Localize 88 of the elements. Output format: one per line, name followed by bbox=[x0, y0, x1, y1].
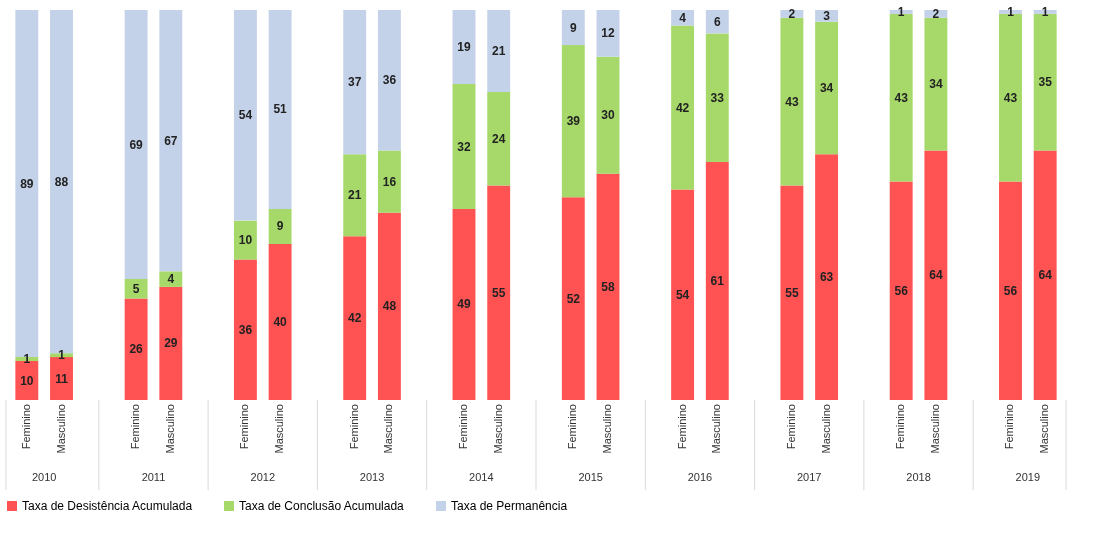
data-label: 42 bbox=[675, 100, 690, 115]
x-tick-label: Masculino bbox=[819, 404, 832, 454]
x-tick-label: Feminino bbox=[457, 404, 469, 450]
data-label: 61 bbox=[710, 274, 725, 289]
data-label: 4 bbox=[679, 10, 687, 25]
x-tick-label: Feminino bbox=[566, 404, 579, 450]
x-tick-label: Masculino bbox=[710, 404, 723, 454]
x-tick-label: Masculino bbox=[601, 404, 613, 454]
x-tick-label: Feminino bbox=[347, 404, 360, 450]
data-label: 89 bbox=[20, 176, 34, 191]
data-label: 9 bbox=[276, 219, 284, 234]
text: 2015 bbox=[578, 471, 603, 483]
x-tick-label: Masculino bbox=[163, 404, 176, 454]
text: 2010 bbox=[31, 471, 57, 483]
data-label: 58 bbox=[601, 279, 615, 294]
x-tick-label: Masculino bbox=[382, 404, 395, 454]
x-tick-label: Feminino bbox=[129, 404, 142, 450]
data-label: 21 bbox=[492, 43, 506, 58]
data-label: 33 bbox=[710, 90, 725, 105]
x-tick-label: Feminino bbox=[238, 404, 251, 450]
text: 2019 bbox=[1015, 471, 1041, 483]
data-label: 35 bbox=[1038, 75, 1053, 90]
data-label: 26 bbox=[129, 342, 144, 357]
data-label: 37 bbox=[348, 75, 362, 90]
data-label: 51 bbox=[273, 102, 288, 117]
text: 2016 bbox=[687, 471, 713, 483]
text: 2014 bbox=[469, 471, 494, 483]
data-label: 55 bbox=[785, 285, 799, 300]
data-label: 10 bbox=[238, 233, 253, 248]
data-label: 36 bbox=[382, 73, 397, 88]
data-label: 43 bbox=[785, 94, 799, 109]
data-label: 32 bbox=[457, 139, 471, 154]
text: 2012 bbox=[250, 471, 275, 483]
data-label: 9 bbox=[569, 20, 577, 35]
x-tick-label: Masculino bbox=[1038, 404, 1051, 454]
data-label: 34 bbox=[929, 77, 943, 92]
text: 2013 bbox=[359, 471, 385, 483]
text: 2018 bbox=[906, 471, 931, 483]
x-tick-label: Masculino bbox=[491, 404, 504, 454]
data-label: 48 bbox=[382, 299, 397, 314]
data-label: 30 bbox=[601, 108, 615, 123]
data-label: 34 bbox=[819, 81, 834, 95]
data-label: 10 bbox=[20, 373, 34, 388]
data-label: 67 bbox=[164, 133, 178, 148]
data-label: 2 bbox=[932, 6, 940, 21]
x-tick-label: Feminino bbox=[894, 404, 907, 450]
data-label: 63 bbox=[819, 270, 834, 285]
data-label: 43 bbox=[894, 90, 909, 105]
data-label: 36 bbox=[238, 322, 253, 337]
data-label: 4 bbox=[167, 272, 175, 287]
x-tick-label: Masculino bbox=[273, 404, 286, 454]
data-label: 42 bbox=[348, 311, 362, 326]
data-label: 24 bbox=[492, 131, 506, 146]
data-label: 54 bbox=[675, 287, 690, 302]
x-tick-label: Feminino bbox=[1003, 404, 1016, 450]
data-label: 39 bbox=[566, 114, 581, 129]
x-tick-label: Feminino bbox=[784, 404, 797, 450]
x-tick-label: Feminino bbox=[19, 404, 32, 450]
data-label: 40 bbox=[273, 315, 288, 329]
data-label: 56 bbox=[894, 283, 909, 298]
data-label: 64 bbox=[1038, 268, 1053, 283]
data-label: 29 bbox=[164, 336, 178, 351]
data-label: 43 bbox=[1003, 90, 1018, 105]
data-label: 52 bbox=[566, 291, 581, 306]
x-tick-label: Feminino bbox=[675, 404, 688, 450]
data-label: 21 bbox=[348, 188, 362, 203]
data-label: 49 bbox=[457, 297, 471, 312]
data-label: 55 bbox=[492, 285, 506, 300]
data-label: 5 bbox=[132, 281, 140, 296]
text: 2011 bbox=[141, 471, 166, 483]
data-label: 69 bbox=[129, 137, 144, 152]
legend-label: Taxa de Permanência bbox=[451, 499, 568, 513]
x-tick-label: Masculino bbox=[928, 404, 941, 454]
data-label: 16 bbox=[382, 174, 397, 189]
data-label: 88 bbox=[54, 174, 69, 189]
data-label: 64 bbox=[929, 268, 943, 283]
legend-label: Taxa de Conclusão Acumulada bbox=[239, 499, 405, 513]
data-label: 56 bbox=[1003, 283, 1018, 298]
data-label: 3 bbox=[823, 8, 831, 23]
text: 2017 bbox=[797, 471, 822, 483]
data-label: 19 bbox=[457, 40, 471, 55]
data-label: 54 bbox=[238, 108, 253, 123]
data-label: 12 bbox=[601, 26, 615, 41]
data-label: 2 bbox=[788, 6, 796, 21]
x-tick-label: Masculino bbox=[54, 404, 67, 454]
legend-label: Taxa de Desistência Acumulada bbox=[22, 499, 193, 513]
data-label: 6 bbox=[713, 14, 721, 29]
data-label: 11 bbox=[55, 371, 69, 386]
